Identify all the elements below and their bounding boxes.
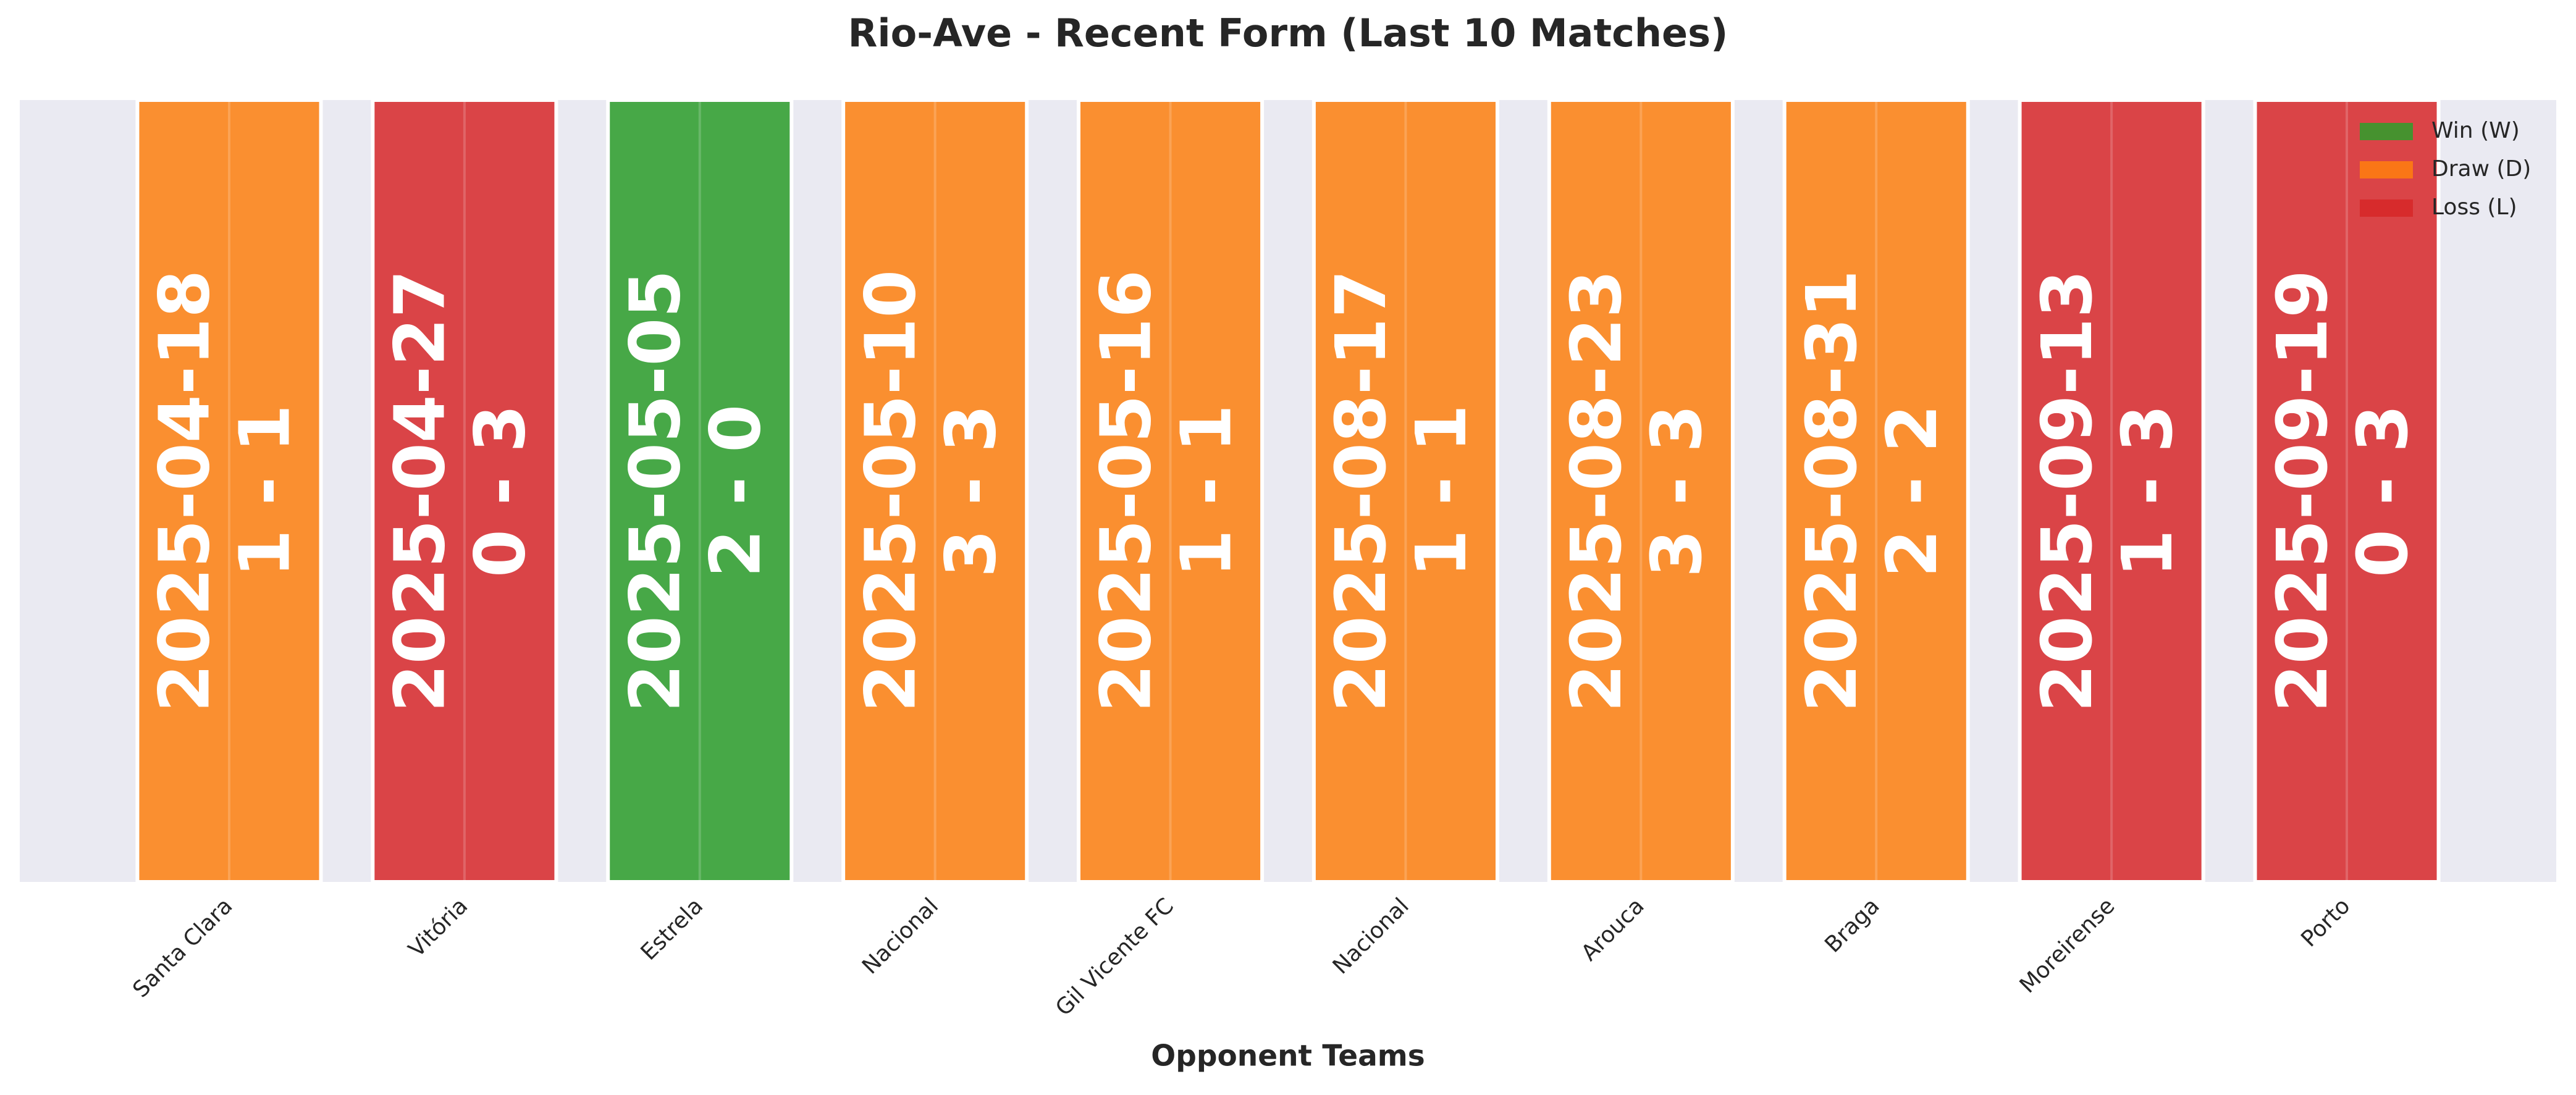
match-date: 2025-04-18 [145,270,225,712]
bar [1782,98,1970,884]
match-date: 2025-08-23 [1557,270,1637,712]
match-date: 2025-09-19 [2263,270,2343,712]
legend-swatch [2360,199,2413,217]
x-tick-label: Vitória [404,893,473,962]
x-tick-label: Arouca [1576,893,1649,966]
x-tick-label: Porto [2296,893,2355,952]
bar [1077,98,1265,884]
match-score: 2 - 0 [696,405,777,577]
chart-title: Rio-Ave - Recent Form (Last 10 Matches) [848,10,1728,56]
bar-label: 2025-05-05 2 - 0 [616,270,777,712]
match-score: 1 - 1 [225,405,306,577]
match-date: 2025-04-27 [381,270,461,712]
bar-label: 2025-05-10 3 - 3 [851,270,1011,712]
match-date: 2025-08-17 [1321,270,1402,712]
bar [2018,98,2205,884]
bar-label: 2025-08-23 3 - 3 [1557,270,1717,712]
bar [371,98,558,884]
match-date: 2025-05-10 [851,270,931,712]
legend-label: Win (W) [2431,118,2520,143]
x-tick-label: Moreirense [2015,893,2120,998]
bar-label: 2025-08-17 1 - 1 [1321,270,1482,712]
match-score: 3 - 3 [1637,405,1717,577]
bar-label: 2025-09-19 0 - 3 [2263,270,2423,712]
legend-swatch [2360,161,2413,178]
match-score: 0 - 3 [2343,405,2423,577]
bar-label: 2025-04-27 0 - 3 [381,270,541,712]
match-date: 2025-05-16 [1086,270,1166,712]
x-tick-label: Gil Vicente FC [1051,893,1179,1021]
x-tick-label: Estrela [636,893,709,965]
match-score: 1 - 1 [1402,405,1482,577]
match-score: 2 - 2 [1872,405,1953,577]
bar-label: 2025-08-31 2 - 2 [1792,270,1953,712]
match-score: 3 - 3 [931,405,1011,577]
match-score: 1 - 1 [1166,405,1247,577]
bar-label: 2025-04-18 1 - 1 [145,270,306,712]
match-date: 2025-09-13 [2027,270,2108,712]
bar-label: 2025-05-16 1 - 1 [1086,270,1247,712]
bar-label: 2025-09-13 1 - 3 [2027,270,2188,712]
match-date: 2025-05-05 [616,270,696,712]
x-axis-label: Opponent Teams [1151,1039,1425,1073]
bar [1311,98,1499,884]
legend-swatch [2360,123,2413,140]
x-tick-label: Nacional [857,893,943,979]
bar [1547,98,1735,884]
bar [841,98,1029,884]
x-tick-label: Santa Clara [128,893,237,1002]
match-date: 2025-08-31 [1792,270,1872,712]
legend-label: Loss (L) [2431,195,2517,220]
x-tick-label: Braga [1820,893,1884,957]
bar [606,98,794,884]
legend-label: Draw (D) [2431,156,2531,182]
match-score: 0 - 3 [461,405,541,577]
match-score: 1 - 3 [2108,405,2188,577]
bar [135,98,323,884]
x-tick-label: Nacional [1328,893,1414,979]
bar [2253,98,2441,884]
